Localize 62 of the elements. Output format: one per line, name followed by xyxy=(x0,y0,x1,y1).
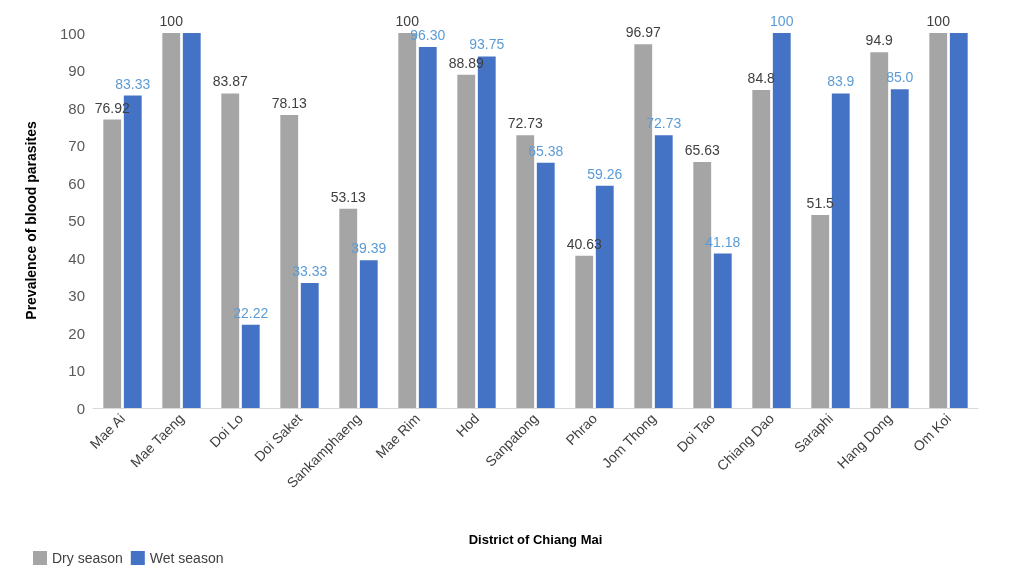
data-label: 65.38 xyxy=(528,142,564,159)
y-tick-label: 40 xyxy=(68,249,85,267)
y-tick-label: 20 xyxy=(68,324,85,342)
bar xyxy=(241,324,260,408)
bar xyxy=(162,33,181,408)
y-tick-label: 80 xyxy=(68,99,85,117)
bar xyxy=(457,74,476,408)
bar xyxy=(890,89,909,408)
data-label: 83.9 xyxy=(827,73,855,90)
y-tick-label: 30 xyxy=(68,287,85,304)
bar xyxy=(654,135,673,408)
data-label: 96.30 xyxy=(410,26,446,43)
x-tick-label: Om Koi xyxy=(909,410,955,455)
bar xyxy=(949,33,968,408)
y-tick-label: 0 xyxy=(76,399,85,417)
data-label: 100 xyxy=(770,13,794,29)
bar xyxy=(870,52,889,408)
data-label: 39.39 xyxy=(351,240,387,257)
bar xyxy=(752,90,771,408)
y-tick-label: 90 xyxy=(68,62,85,79)
data-label: 22.22 xyxy=(233,304,269,321)
data-label: 100 xyxy=(926,13,951,29)
legend-label: Dry season xyxy=(52,550,123,566)
y-axis-title: Prevalence of blood parasites xyxy=(23,121,39,320)
data-label: 94.9 xyxy=(865,32,894,49)
bar xyxy=(811,214,830,408)
y-tick-label: 50 xyxy=(68,212,85,229)
y-tick-label: 60 xyxy=(68,174,85,192)
y-tick-label: 70 xyxy=(68,137,85,154)
bar xyxy=(772,33,791,408)
data-label: 41.18 xyxy=(705,233,741,250)
data-label: 59.26 xyxy=(587,165,623,182)
data-label: 65.63 xyxy=(684,141,720,158)
legend-label: Wet season xyxy=(149,550,224,566)
data-label: 53.13 xyxy=(330,188,366,205)
x-tick-label: Doi Tao xyxy=(673,410,719,456)
x-tick-label: Doi Lo xyxy=(206,410,247,451)
x-tick-label: Mae Ai xyxy=(86,410,129,452)
bar xyxy=(300,283,319,408)
data-label: 96.97 xyxy=(625,24,661,41)
data-label: 72.73 xyxy=(507,115,543,132)
bar xyxy=(536,162,555,408)
data-label: 83.33 xyxy=(115,75,151,92)
data-label: 78.13 xyxy=(271,95,307,112)
bar xyxy=(103,119,122,408)
data-label: 85.0 xyxy=(886,69,914,86)
bar xyxy=(359,260,378,408)
data-label: 72.73 xyxy=(646,115,682,132)
bar xyxy=(929,33,948,408)
x-axis-title: District of Chiang Mai xyxy=(468,532,603,547)
data-label: 100 xyxy=(395,13,420,29)
y-tick-label: 100 xyxy=(59,24,85,42)
bar xyxy=(182,33,201,408)
data-label: 93.75 xyxy=(469,36,505,53)
y-tick-label: 10 xyxy=(68,362,85,379)
bar xyxy=(713,253,732,408)
data-label: 33.33 xyxy=(292,263,328,280)
bar xyxy=(418,46,437,408)
data-label: 83.87 xyxy=(212,73,248,90)
x-tick-label: Mae Rim xyxy=(372,410,424,462)
bar xyxy=(575,255,594,408)
data-label: 100 xyxy=(159,13,184,29)
